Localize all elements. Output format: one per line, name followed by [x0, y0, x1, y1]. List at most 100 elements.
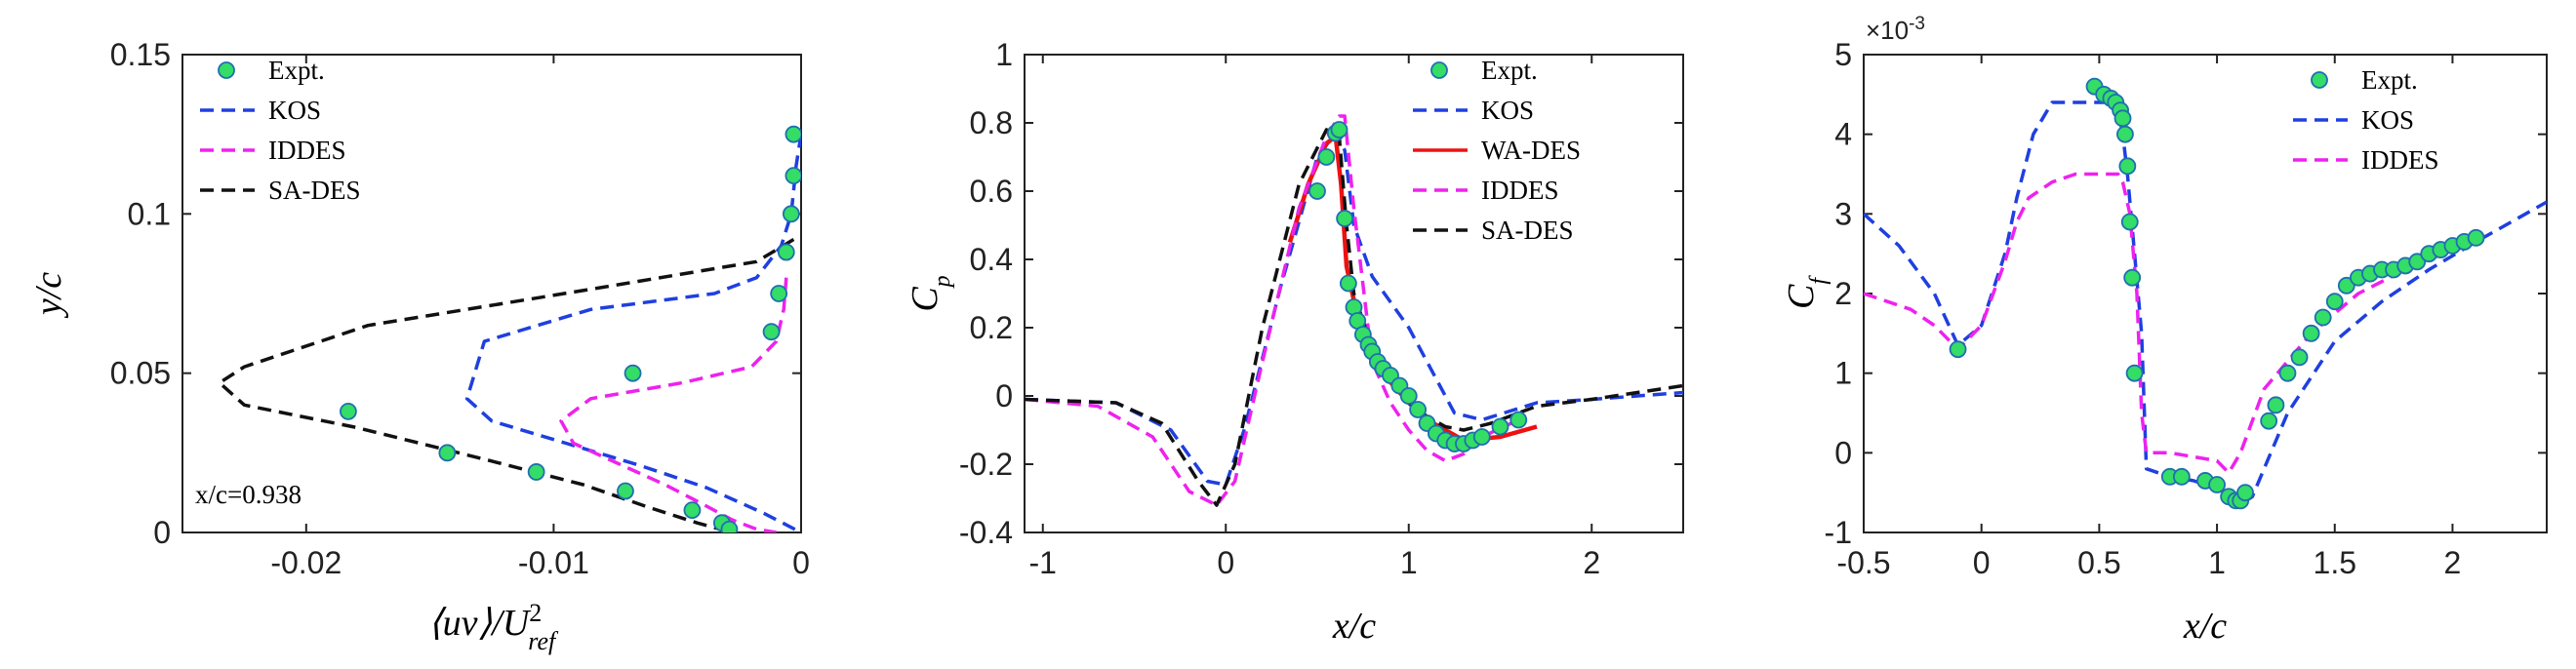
cf-expt-point	[2467, 228, 2485, 247]
cp-expt-point	[1409, 401, 1428, 418]
cp-ytick-label: 0.2	[970, 310, 1013, 345]
uv-expt-point	[762, 323, 781, 341]
legend-label-wa-des: WA-DES	[1481, 136, 1581, 165]
uv-expt-point	[785, 125, 801, 143]
cf-expt-point	[2325, 293, 2344, 311]
panel-cp-plot: -1 0 1 2 -0.4 -0.2 0 0.2 0.4 0.6 0.8 1	[959, 37, 1683, 580]
cp-expt-point	[1317, 148, 1336, 166]
cf-expt-point	[2120, 213, 2139, 231]
uv-expt-point	[340, 402, 357, 420]
panel-cp-legend: Expt. KOS WA-DES IDDES SA-DES	[1413, 56, 1581, 245]
panel-cp-frame	[1024, 54, 1684, 533]
uv-series-iddes	[559, 277, 788, 532]
cf-ytick-label: -1	[1825, 515, 1852, 550]
legend-label-kos: KOS	[1481, 96, 1534, 125]
cf-expt-point	[2208, 476, 2226, 493]
uv-ytick-label: 0.1	[128, 196, 171, 231]
uv-ytick-label: 0.05	[110, 356, 171, 391]
legend-label-kos: KOS	[2361, 105, 2414, 135]
panel-uv-plot: -0.02 -0.01 0 0 0.05 0.1 0.15	[110, 37, 810, 580]
legend-label-kos: KOS	[268, 96, 321, 125]
cp-expt-point	[1509, 411, 1528, 429]
legend-label-sa-des: SA-DES	[268, 176, 361, 205]
panel-cf-exponent: ×10-3	[1866, 14, 1925, 46]
cp-xtick-label: -1	[1029, 545, 1057, 580]
cp-expt-point	[1330, 121, 1348, 138]
uv-series-group	[218, 125, 801, 532]
cf-ytick-label: 4	[1834, 117, 1852, 152]
cp-series-sa-des	[1025, 128, 1683, 507]
panel-uv: -0.02 -0.01 0 0 0.05 0.1 0.15 x/c=0.938 Expt. K…	[28, 37, 810, 655]
cp-xtick-label: 2	[1583, 545, 1600, 580]
cf-ytick-label: 0	[1834, 435, 1852, 470]
cf-series-group	[1864, 77, 2547, 510]
cf-expt-point	[1949, 340, 1967, 359]
cp-ytick-label: 0.4	[970, 242, 1013, 277]
cf-expt-point	[2302, 324, 2320, 342]
cp-ytick-label: 0.8	[970, 105, 1013, 140]
cp-expt-point	[1491, 417, 1509, 436]
panel-uv-legend: Expt. KOS IDDES SA-DES	[200, 56, 361, 205]
panel-cf-frame	[1863, 54, 2548, 533]
uv-series-kos	[464, 134, 801, 532]
legend-label-sa-des: SA-DES	[1481, 216, 1574, 245]
panel-cp-ylabel: Cp	[905, 275, 955, 311]
cf-ytick-label: 1	[1834, 356, 1852, 391]
legend-marker-expt	[1430, 61, 1448, 79]
uv-expt-point	[624, 364, 642, 382]
cp-expt-point	[1308, 182, 1326, 200]
panel-uv-frame	[181, 54, 802, 533]
cf-series-iddes	[1864, 172, 2477, 475]
uv-expt-point	[782, 205, 800, 223]
cp-series-group	[1025, 114, 1683, 507]
cf-expt-point	[2267, 396, 2285, 414]
uv-expt-point	[785, 167, 801, 185]
uv-ytick-label: 0	[153, 515, 171, 550]
cf-expt-point	[2278, 364, 2297, 382]
cp-expt-point	[1399, 387, 1418, 405]
panel-uv-ylabel: y/c	[28, 272, 69, 319]
legend-label-iddes: IDDES	[268, 136, 346, 165]
panel-cf-plot: -0.5 0 0.5 1 1.5 2 -1 0 1 2 3 4 5	[1825, 37, 2547, 580]
uv-expt-point	[617, 482, 634, 500]
panel-cf-xlabel: x/c	[2183, 606, 2227, 647]
cf-xtick-label: 2	[2444, 545, 2462, 580]
uv-xtick-label: -0.02	[270, 545, 342, 580]
cf-expt-point	[2314, 308, 2332, 327]
legend-marker-expt	[2311, 71, 2328, 89]
cf-ytick-label: 5	[1834, 37, 1852, 72]
cf-expt-point	[2172, 467, 2191, 486]
cp-expt-point	[1472, 428, 1491, 446]
cf-xtick-label: 0.5	[2077, 545, 2120, 580]
panel-cf: -0.5 0 0.5 1 1.5 2 -1 0 1 2 3 4 5 ×10-3 Expt. KOS IDDE…	[1781, 14, 2548, 647]
cp-series-iddes	[1025, 114, 1520, 507]
uv-xtick-label: 0	[792, 545, 810, 580]
uv-expt-point	[527, 463, 545, 481]
cf-xtick-label: 1	[2208, 545, 2226, 580]
cf-expt-point	[2290, 348, 2309, 367]
uv-expt-point	[770, 285, 788, 302]
panel-cf-legend: Expt. KOS IDDES	[2293, 65, 2439, 175]
cf-ytick-label: 3	[1834, 196, 1852, 231]
cf-expt-point	[2236, 484, 2254, 502]
cp-ytick-label: 1	[995, 37, 1013, 72]
cf-series-kos	[1864, 100, 2547, 507]
cp-expt-point	[1336, 210, 1354, 227]
cf-xtick-label: -0.5	[1836, 545, 1890, 580]
uv-ytick-label: 0.15	[110, 37, 171, 72]
legend-label-iddes: IDDES	[2361, 145, 2439, 175]
cp-xtick-label: 1	[1400, 545, 1418, 580]
cp-xtick-label: 0	[1217, 545, 1234, 580]
panel-uv-annotation: x/c=0.938	[195, 480, 302, 509]
cf-xtick-label: 0	[1973, 545, 1991, 580]
cf-expt-point	[2123, 268, 2142, 287]
uv-expt-point	[683, 501, 702, 520]
cf-ytick-label: 2	[1834, 276, 1852, 311]
legend-label-expt.: Expt.	[268, 56, 325, 85]
cp-expt-point	[1339, 274, 1357, 293]
panel-uv-xlabel: ⟨uv⟩/U2 ref	[428, 599, 559, 655]
cf-expt-point	[2337, 276, 2355, 295]
cp-series-kos	[1025, 131, 1683, 487]
cf-expt-point	[2118, 157, 2137, 176]
